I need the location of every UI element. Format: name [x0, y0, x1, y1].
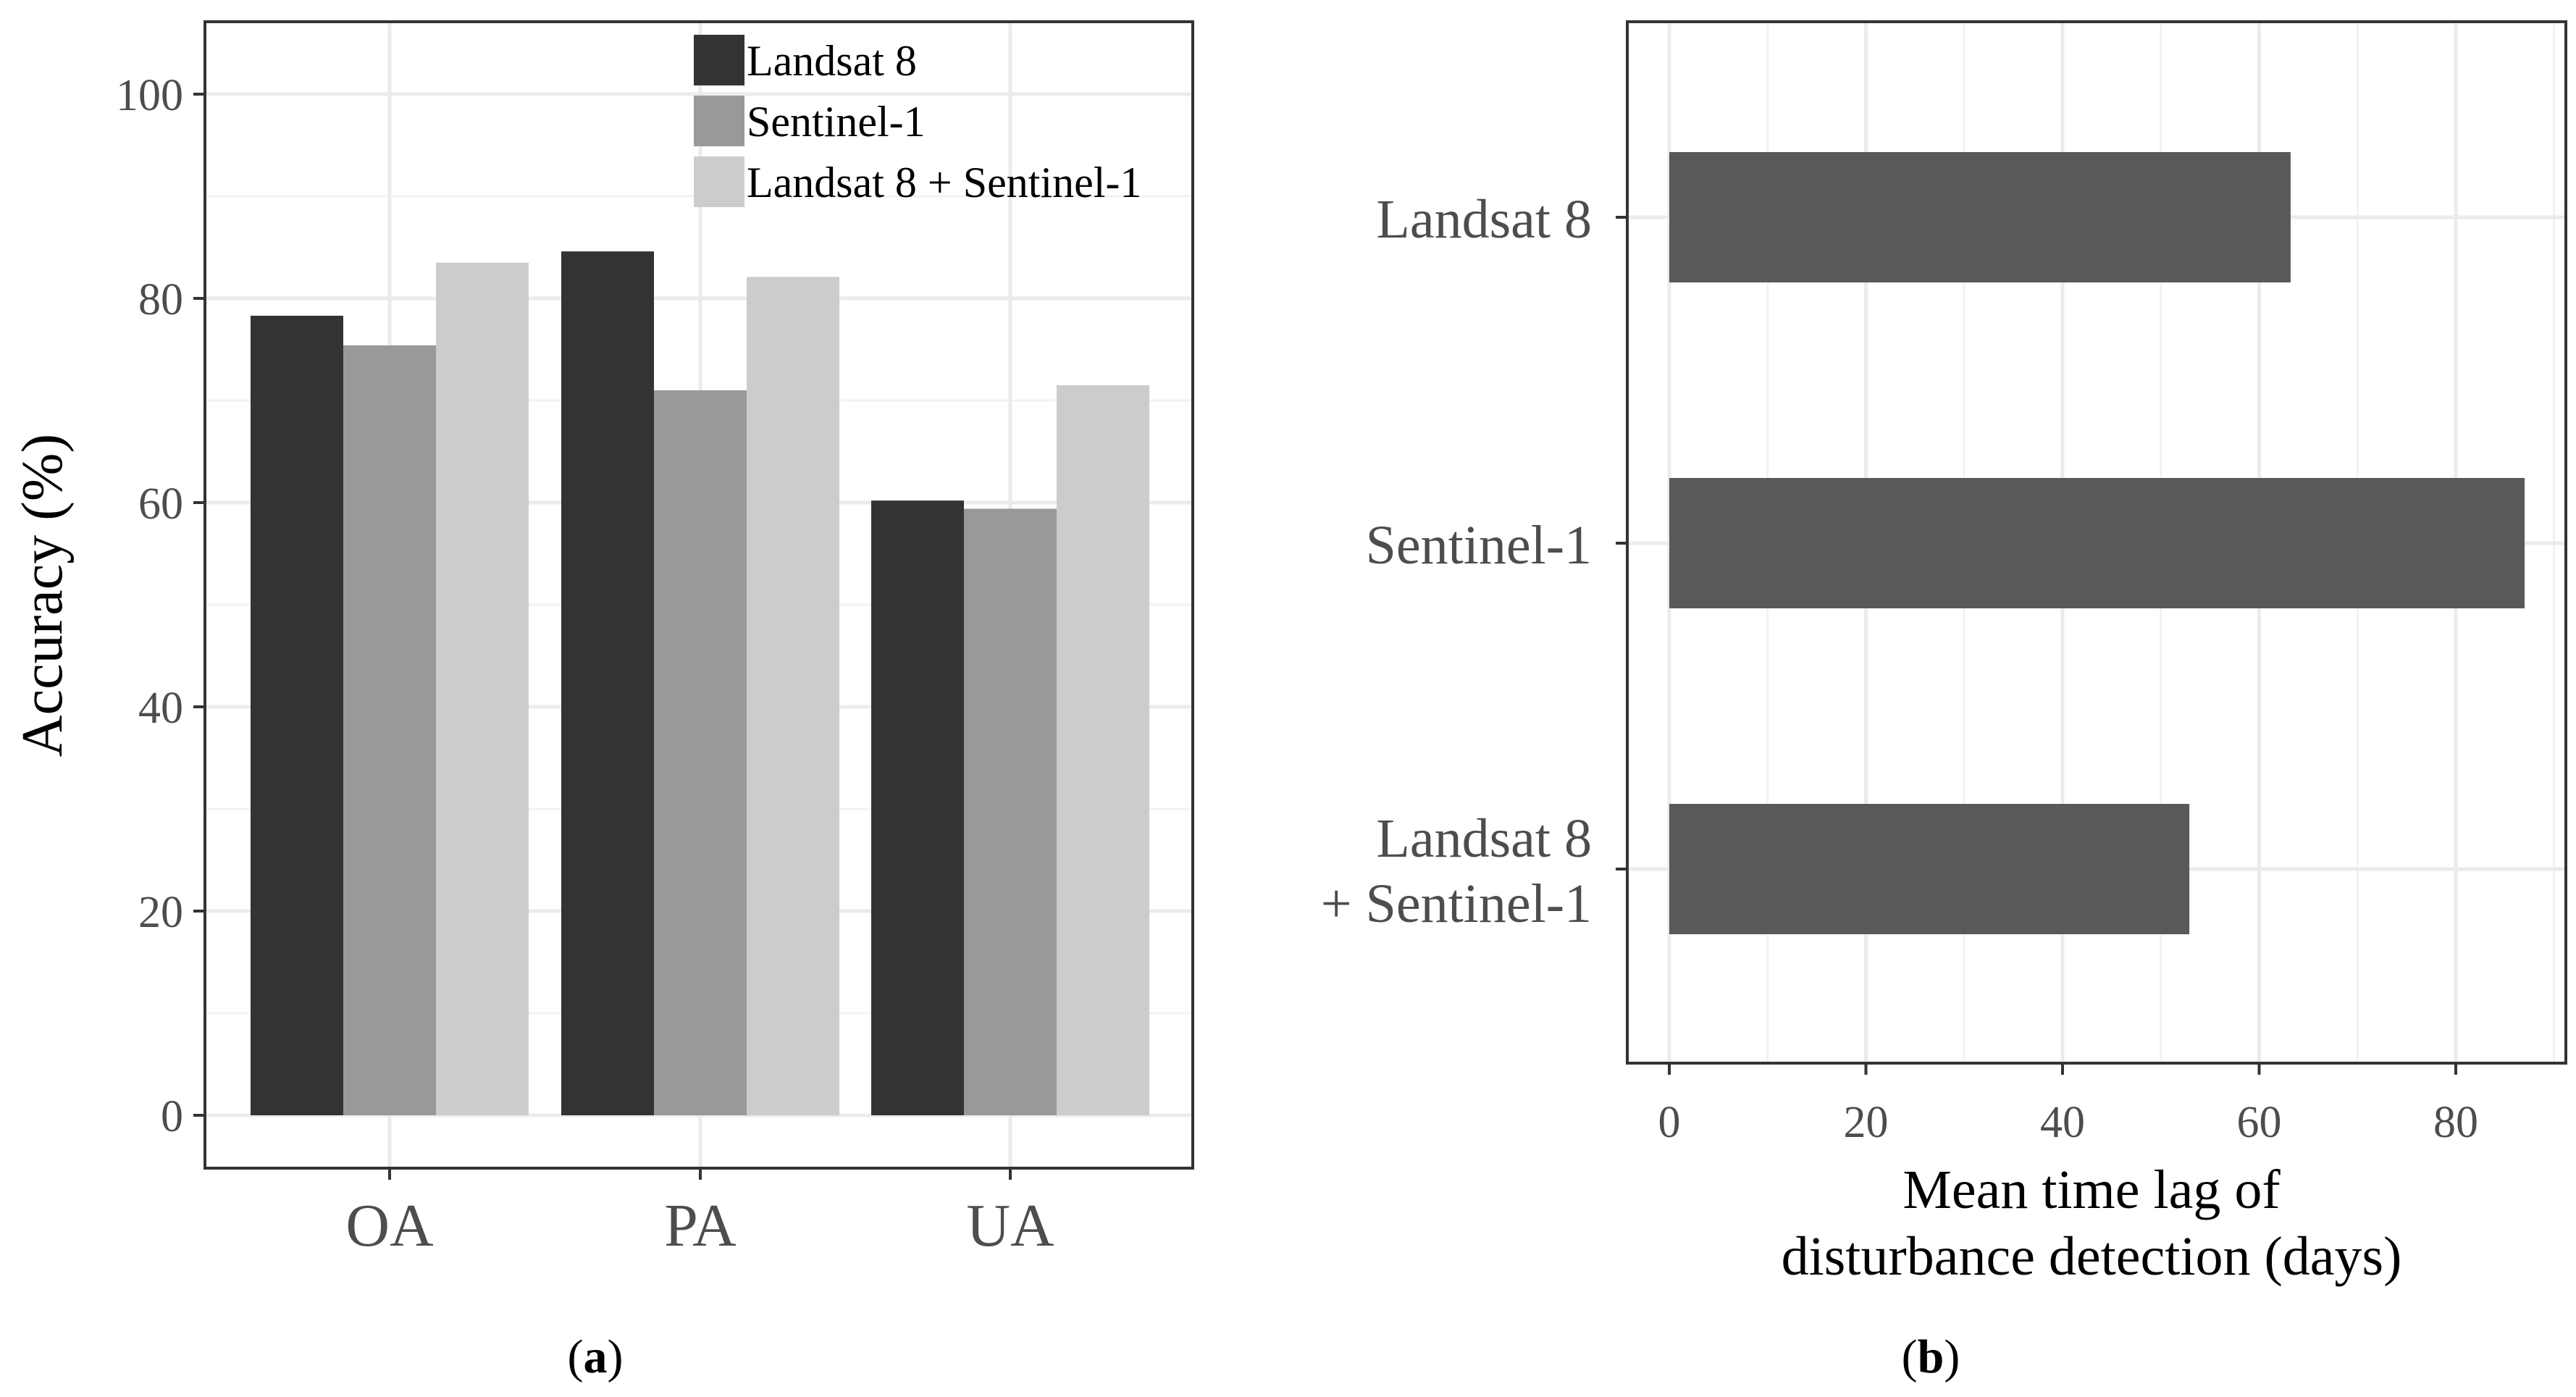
- panel-a-accuracy-bar-chart: 0 20 40 60 80 100 OA PA UA Accuracy (%) Landsat 8 S…: [11, 20, 1194, 1259]
- y-tick-label: 60: [138, 479, 183, 529]
- x-tick-label: PA: [664, 1192, 737, 1259]
- y-axis-title: Accuracy (%): [11, 434, 75, 757]
- y-tick-label: 20: [138, 888, 183, 937]
- legend-swatch: [694, 156, 744, 207]
- bar-landsat-8-pa: [561, 251, 654, 1115]
- panel-a-label: (a): [568, 1330, 624, 1383]
- bar-landsat-8-ua: [871, 500, 964, 1115]
- panel-b-border: [1626, 20, 2567, 1065]
- bar-landsat-8-sentinel-1-oa: [436, 262, 529, 1115]
- legend-label: Landsat 8: [747, 37, 917, 85]
- x-tick-label: UA: [966, 1192, 1054, 1259]
- x-tick-label: 20: [1844, 1098, 1889, 1147]
- y-tick-label: 0: [161, 1092, 183, 1141]
- bar-sentinel-1-pa: [654, 390, 747, 1115]
- y-tick-label: Sentinel-1: [1366, 515, 1592, 576]
- x-tick-label: 60: [2237, 1098, 2282, 1147]
- legend-swatch: [694, 96, 744, 146]
- x-tick-label: 0: [1658, 1098, 1681, 1147]
- y-tick-label: Landsat 8: [1376, 189, 1592, 250]
- y-tick-label: + Sentinel-1: [1321, 873, 1592, 934]
- hbar-sentinel-1: [1669, 478, 2525, 608]
- panel-a-border: [204, 20, 1194, 1170]
- y-tick-label: 100: [116, 71, 183, 120]
- hbar-landsat-8: [1669, 152, 2291, 282]
- legend-label: Sentinel-1: [747, 98, 926, 146]
- x-axis-title: Mean time lag of: [1902, 1159, 2281, 1220]
- bar-landsat-8-oa: [251, 315, 343, 1116]
- hbar-landsat-8-sentinel-1: [1669, 804, 2190, 934]
- x-axis-title: disturbance detection (days): [1782, 1226, 2402, 1287]
- x-tick-label: OA: [345, 1192, 434, 1259]
- x-tick-label: 40: [2040, 1098, 2085, 1147]
- panel-b-label: (b): [1902, 1330, 1960, 1383]
- bar-sentinel-1-ua: [964, 508, 1057, 1115]
- legend-swatch: [694, 35, 744, 85]
- y-tick-label: Landsat 8: [1376, 808, 1592, 869]
- bar-sentinel-1-oa: [343, 345, 436, 1115]
- y-tick-label: 40: [138, 684, 183, 733]
- x-tick-label: 80: [2433, 1098, 2478, 1147]
- bar-landsat-8-sentinel-1-pa: [747, 277, 839, 1115]
- legend-label: Landsat 8 + Sentinel-1: [747, 159, 1141, 206]
- y-tick-label: 80: [138, 275, 183, 324]
- bar-landsat-8-sentinel-1-ua: [1057, 385, 1149, 1115]
